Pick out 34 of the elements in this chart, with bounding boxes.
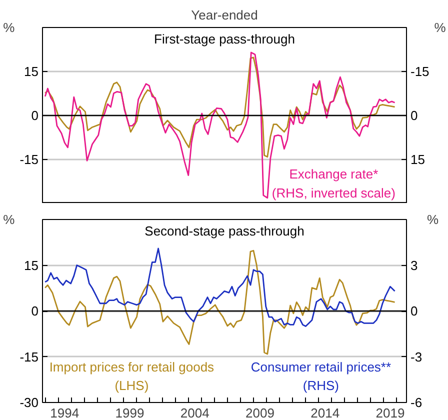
x-tick-label: 2004 [180,406,210,420]
y2-tick-label: 0 [410,108,418,123]
y-tick-label: 0 [31,304,39,318]
y-tick-label: 15 [24,258,39,273]
line-series [44,52,396,199]
x-tick-label: 1994 [50,406,80,420]
y-tick-label: 15 [24,64,39,79]
text: Import prices for retail goods (LHS) [49,359,215,394]
y2-tick-label: 15 [410,152,425,167]
chart-subtitle: Year-ended [191,8,258,22]
y2-axis-title: % [434,20,446,35]
chart-title: First-stage pass-through [154,32,295,46]
y2-axis-title: % [427,212,440,227]
y2-tick-label: 3 [410,258,418,273]
line-series [44,56,396,158]
y-tick-label: -30 [20,395,39,410]
chart-title: Second-stage pass-through [144,224,304,238]
y-tick-label: 0 [31,108,39,123]
y-axis-title: % [3,212,16,227]
y-axis-title: % [3,20,16,35]
y2-tick-label: -6 [410,395,422,410]
y2-tick-label: 0 [410,304,418,318]
x-tick-label: 2014 [310,406,340,420]
x-tick-label: 1999 [115,406,144,420]
y-tick-label: -15 [20,349,39,364]
x-tick-label: 2009 [246,406,274,420]
series-label: Exchange rate* (RHS, inverted scale) [272,166,396,200]
x-tick-label: 2019 [376,406,405,420]
line-series [44,248,396,327]
text: Consumer retail prices** (RHS) [250,359,392,394]
y-tick-label: -15 [20,152,39,167]
y2-tick-label: -15 [410,64,430,79]
line-series [44,250,396,355]
y2-tick-label: -3 [410,349,422,364]
